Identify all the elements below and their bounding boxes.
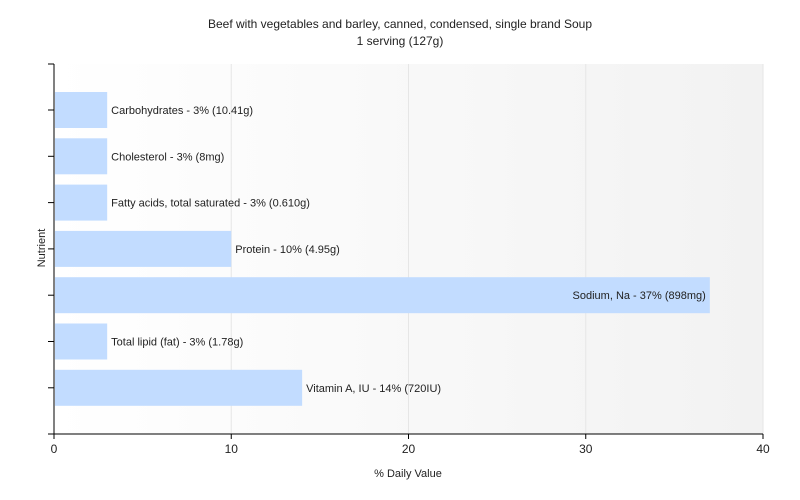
chart-title: Beef with vegetables and barley, canned,… xyxy=(208,17,592,31)
bar-6 xyxy=(55,323,108,360)
tick-marks: 0 10 20 30 40 xyxy=(48,63,770,456)
bar-label-6: Total lipid (fat) - 3% (1.78g) xyxy=(111,337,243,349)
bar-label-1: Carbohydrates - 3% (10.41g) xyxy=(111,105,253,117)
y-axis-label: Nutrient xyxy=(36,229,48,268)
bar-5 xyxy=(55,277,710,314)
bar-label-2: Cholesterol - 3% (8mg) xyxy=(111,151,224,163)
bar-label-5: Sodium, Na - 37% (898mg) xyxy=(573,290,706,302)
bar-labels: Carbohydrates - 3% (10.41g) Cholesterol -… xyxy=(111,105,706,395)
x-axis-label: % Daily Value xyxy=(374,468,442,480)
bar-label-3: Fatty acids, total saturated - 3% (0.610… xyxy=(111,198,310,210)
bar-3 xyxy=(55,184,108,221)
bar-label-7: Vitamin A, IU - 14% (720IU) xyxy=(306,383,441,395)
x-tick-label-40: 40 xyxy=(756,442,770,456)
chart-subtitle: 1 serving (127g) xyxy=(357,34,444,48)
x-tick-label-20: 20 xyxy=(402,442,416,456)
x-tick-label-30: 30 xyxy=(579,442,593,456)
x-tick-label-10: 10 xyxy=(225,442,239,456)
bar-2 xyxy=(55,138,108,175)
bar-7 xyxy=(55,369,303,406)
bar-4 xyxy=(55,230,232,267)
x-tick-label-0: 0 xyxy=(51,442,58,456)
bar-1 xyxy=(55,92,108,128)
bar-label-4: Protein - 10% (4.95g) xyxy=(235,244,340,256)
bars xyxy=(55,92,710,406)
